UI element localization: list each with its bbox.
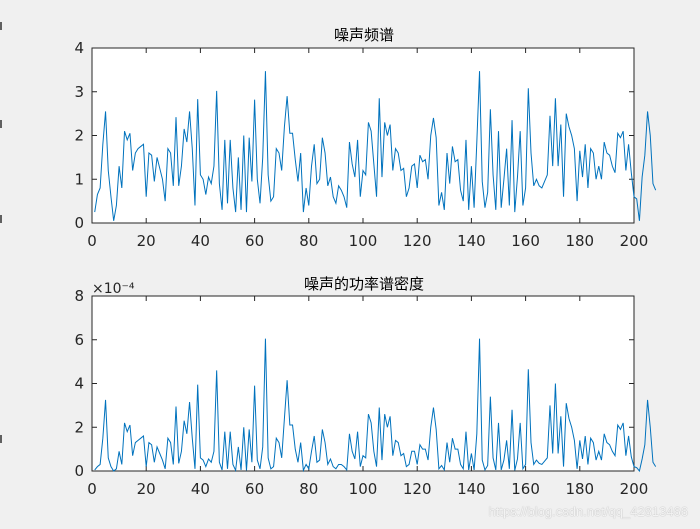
tick-group: 0 20 40 60 80 100 120 140 160 180 200 0 1 2 3 4 xyxy=(74,39,648,250)
x-tick-label: 120 xyxy=(403,480,432,498)
x-tick-label: 40 xyxy=(191,480,210,498)
window-edge-mark xyxy=(0,22,2,30)
x-tick-label: 160 xyxy=(511,480,540,498)
series-line xyxy=(94,71,657,221)
chart-title: 噪声的功率谱密度 xyxy=(304,275,424,293)
y-tick-label: 8 xyxy=(74,287,84,305)
y-tick-label: 0 xyxy=(74,214,84,232)
x-tick-label: 0 xyxy=(87,232,97,250)
x-tick-label: 200 xyxy=(620,232,649,250)
window-edge-mark xyxy=(0,120,2,128)
y-tick-label: 1 xyxy=(74,170,84,188)
x-tick-label: 100 xyxy=(349,232,378,250)
watermark-text: https://blog.csdn.net/qq_42813466 xyxy=(488,504,689,519)
x-tick-label: 0 xyxy=(87,480,97,498)
axes-box xyxy=(91,47,635,224)
y-tick-label: 0 xyxy=(74,462,84,480)
y-tick-label: 3 xyxy=(74,83,84,101)
plot-noise-psd: 噪声的功率谱密度 0 20 40 60 80 100 120 140 160 180 200 0 2 4 6… xyxy=(74,275,657,498)
x-tick-label: 100 xyxy=(349,480,378,498)
x-tick-label: 60 xyxy=(245,232,264,250)
x-tick-label: 160 xyxy=(511,232,540,250)
x-tick-label: 140 xyxy=(457,480,486,498)
y-tick-label: 4 xyxy=(74,375,84,393)
plot-noise-spectrum: 噪声频谱 0 20 40 60 80 100 120 140 160 180 200 0 1 2 3 4 xyxy=(74,26,657,250)
x-tick-label: 20 xyxy=(137,480,156,498)
window-edge-mark xyxy=(0,215,2,223)
y-tick-label: 2 xyxy=(74,418,84,436)
y-tick-label: 6 xyxy=(74,331,84,349)
y-tick-label: 4 xyxy=(74,39,84,57)
x-tick-label: 180 xyxy=(565,232,594,250)
x-tick-label: 140 xyxy=(457,232,486,250)
window-edge-mark xyxy=(0,435,2,443)
x-tick-label: 40 xyxy=(191,232,210,250)
chart-title: 噪声频谱 xyxy=(334,26,394,44)
y-tick-label: 2 xyxy=(74,127,84,145)
tick-group: 0 20 40 60 80 100 120 140 160 180 200 0 2 4 6 8 xyxy=(74,287,648,498)
x-tick-label: 60 xyxy=(245,480,264,498)
x-tick-label: 120 xyxy=(403,232,432,250)
x-tick-label: 200 xyxy=(620,480,649,498)
x-tick-label: 20 xyxy=(137,232,156,250)
x-tick-label: 180 xyxy=(565,480,594,498)
x-tick-label: 80 xyxy=(299,232,318,250)
x-tick-label: 80 xyxy=(299,480,318,498)
y-exponent-label: ×10⁻⁴ xyxy=(92,281,135,297)
series-line xyxy=(94,338,657,473)
